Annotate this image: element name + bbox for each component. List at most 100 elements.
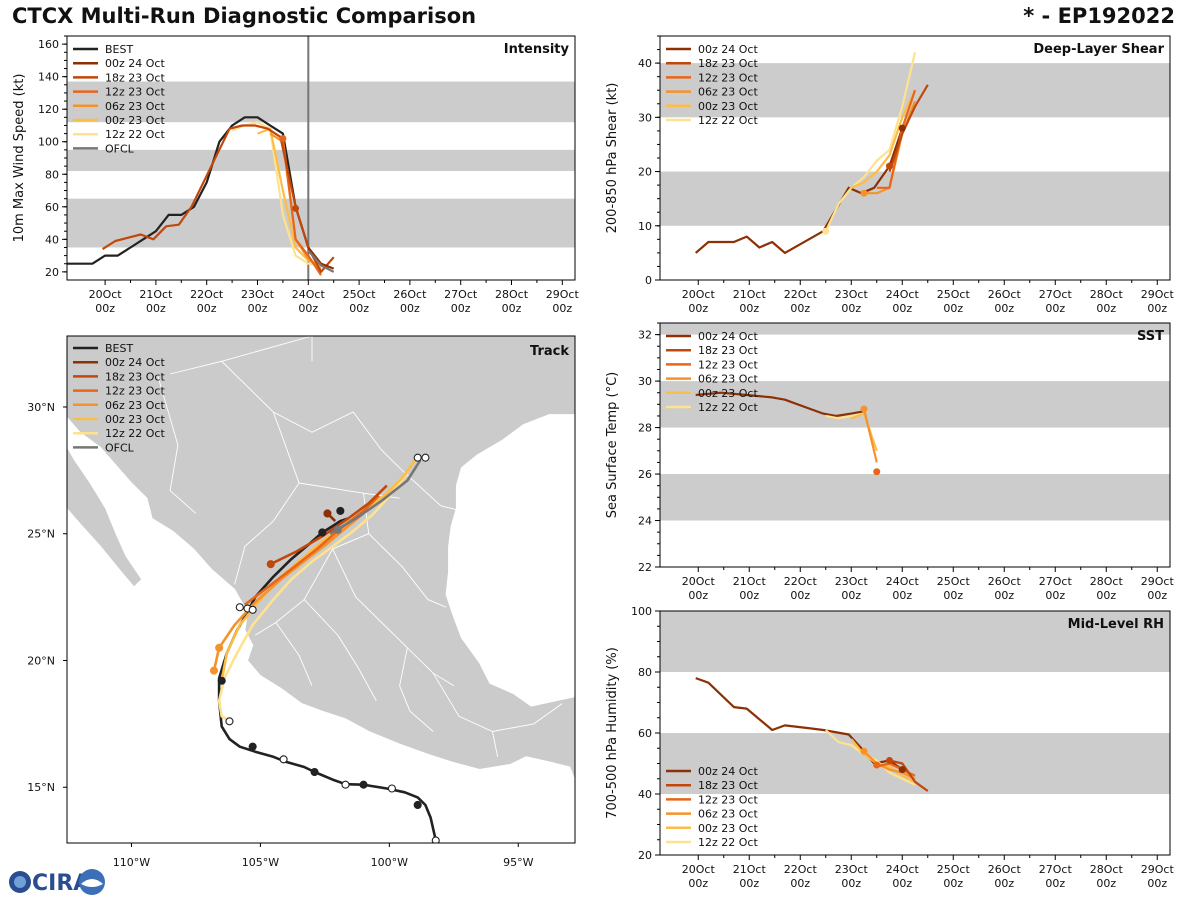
x-tick-sublabel: 00z: [1045, 589, 1065, 602]
series-line: [876, 89, 917, 189]
x-tick-sublabel: 00z: [400, 302, 420, 315]
x-tick-label: 24Oct: [292, 288, 326, 301]
x-tick-label: 22Oct: [784, 575, 818, 588]
x-tick-label: 22Oct: [784, 863, 818, 876]
track-point: [318, 528, 327, 537]
x-tick-sublabel: 00z: [1096, 302, 1116, 315]
legend-label: 18z 23 Oct: [105, 370, 165, 383]
map-area: [67, 336, 575, 843]
legend-label: 00z 23 Oct: [105, 413, 165, 426]
x-tick-label: 25Oct: [937, 863, 971, 876]
track-point: [248, 605, 257, 614]
track-point: [413, 800, 422, 810]
intensity-panel: 20Oct00z21Oct00z22Oct00z23Oct00z24Oct00z…: [12, 35, 580, 315]
track-point: [323, 509, 332, 518]
legend-label: 12z 23 Oct: [698, 793, 758, 806]
x-tick-sublabel: 00z: [790, 589, 810, 602]
x-tick-label: 29Oct: [546, 288, 580, 301]
x-tick-sublabel: 00z: [688, 302, 708, 315]
y-tick-label: 20: [638, 849, 652, 862]
x-tick-label: 27Oct: [1039, 288, 1073, 301]
data-point: [860, 405, 868, 413]
x-tick-label: 26Oct: [988, 575, 1022, 588]
plot-frame: [659, 322, 1171, 568]
x-tick-sublabel: 00z: [502, 302, 522, 315]
series-line: [281, 138, 322, 276]
series-line: [307, 246, 335, 270]
y-tick-label: 32: [638, 329, 652, 342]
x-tick-sublabel: 00z: [349, 302, 369, 315]
y-tick-label: 80: [638, 666, 652, 679]
x-tick-sublabel: 00z: [552, 302, 572, 315]
legend-label: 18z 23 Oct: [698, 57, 758, 70]
y-tick-label: 160: [38, 38, 59, 51]
shaded-band: [660, 381, 1170, 428]
y-tick-label: 20: [638, 166, 652, 179]
lat-tick-label: 15°N: [27, 781, 55, 794]
y-tick-label: 26: [638, 468, 652, 481]
y-tick-label: 80: [45, 168, 59, 181]
x-tick-sublabel: 00z: [688, 589, 708, 602]
x-tick-sublabel: 00z: [688, 877, 708, 890]
series-line: [694, 127, 904, 254]
lat-tick-label: 25°N: [27, 528, 55, 541]
y-axis-label: 700-500 hPa Humidity (%): [605, 647, 620, 819]
state-border: [399, 647, 434, 732]
x-tick-sublabel: 00z: [1147, 302, 1167, 315]
x-tick-label: 20Oct: [682, 288, 716, 301]
legend-label: 00z 24 Oct: [105, 57, 165, 70]
lat-tick-label: 20°N: [27, 654, 55, 667]
series-line: [695, 391, 865, 418]
legend-label: 00z 24 Oct: [698, 765, 758, 778]
data-point: [822, 227, 830, 235]
intensity-plot-area: [67, 36, 575, 280]
legend-label: 12z 22 Oct: [698, 836, 758, 849]
y-tick-label: 40: [638, 788, 652, 801]
x-tick-sublabel: 00z: [298, 302, 318, 315]
lon-tick-label: 95°W: [503, 856, 533, 869]
y-tick-label: 0: [645, 274, 652, 287]
panel-title: Mid-Level RH: [1068, 617, 1164, 632]
x-tick-sublabel: 00z: [892, 589, 912, 602]
track-point: [431, 836, 440, 843]
state-border: [368, 533, 447, 608]
state-border: [303, 599, 377, 702]
x-tick-sublabel: 00z: [790, 877, 810, 890]
legend-label: 00z 23 Oct: [698, 387, 758, 400]
x-tick-label: 29Oct: [1141, 288, 1175, 301]
series-line: [307, 249, 335, 273]
y-tick-label: 28: [638, 422, 652, 435]
x-tick-label: 28Oct: [1090, 863, 1124, 876]
legend-label: 12z 22 Oct: [698, 401, 758, 414]
lon-tick-label: 105°W: [242, 856, 279, 869]
x-tick-sublabel: 00z: [1147, 589, 1167, 602]
rh-plot-area: [660, 611, 1170, 794]
x-tick-sublabel: 00z: [739, 302, 759, 315]
track-line: [329, 459, 422, 535]
legend-label: 12z 23 Oct: [105, 86, 165, 99]
data-point: [860, 189, 868, 197]
x-tick-sublabel: 00z: [790, 302, 810, 315]
legend-label: 00z 24 Oct: [105, 356, 165, 369]
sst-panel: 20Oct00z21Oct00z22Oct00z23Oct00z24Oct00z…: [605, 322, 1174, 602]
x-tick-sublabel: 00z: [95, 302, 115, 315]
x-tick-sublabel: 00z: [1045, 877, 1065, 890]
shear-plot-area: [660, 52, 1170, 254]
y-tick-label: 30: [638, 375, 652, 388]
shaded-band: [660, 171, 1170, 226]
x-tick-label: 27Oct: [444, 288, 478, 301]
x-tick-label: 24Oct: [886, 288, 920, 301]
panel-title: SST: [1137, 329, 1164, 344]
x-tick-label: 27Oct: [1039, 575, 1073, 588]
x-tick-label: 24Oct: [886, 575, 920, 588]
y-tick-label: 24: [638, 515, 652, 528]
x-tick-label: 23Oct: [241, 288, 275, 301]
figure-title: CTCX Multi-Run Diagnostic Comparison: [12, 4, 477, 28]
data-point: [873, 468, 881, 476]
x-tick-label: 28Oct: [1090, 288, 1124, 301]
x-tick-label: 24Oct: [886, 863, 920, 876]
legend-label: 00z 24 Oct: [698, 43, 758, 56]
